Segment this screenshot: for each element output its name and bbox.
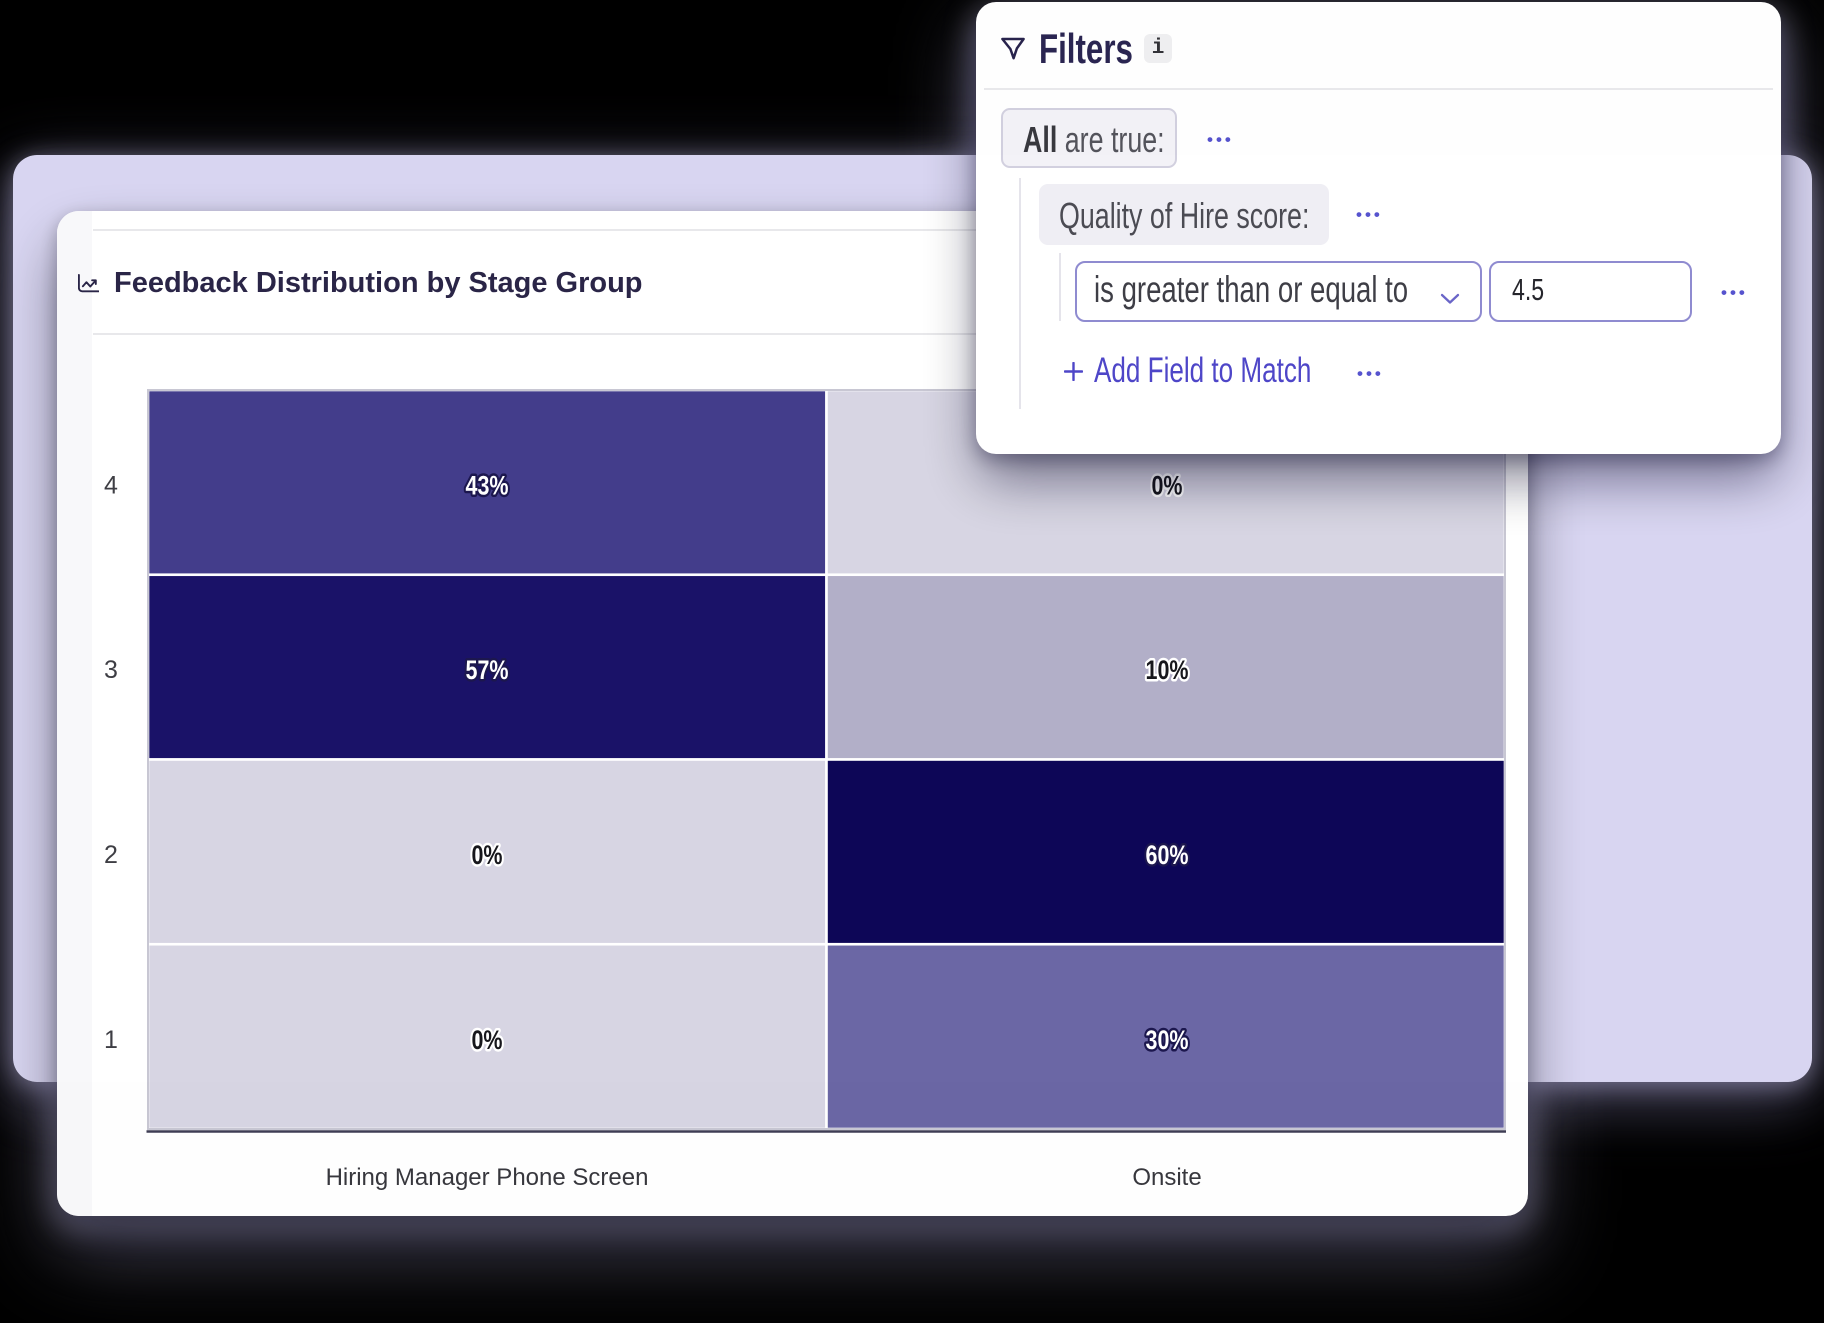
svg-text:10%: 10% — [1146, 655, 1189, 685]
svg-text:60%: 60% — [1146, 840, 1189, 870]
svg-text:4: 4 — [104, 472, 118, 500]
svg-text:3: 3 — [104, 656, 118, 684]
svg-text:43%: 43% — [466, 471, 509, 501]
svg-text:0%: 0% — [472, 840, 503, 870]
svg-text:Hiring Manager Phone Screen: Hiring Manager Phone Screen — [326, 1164, 649, 1191]
svg-text:1: 1 — [104, 1026, 118, 1054]
svg-text:30%: 30% — [1146, 1025, 1189, 1055]
svg-text:0%: 0% — [1152, 471, 1183, 501]
svg-text:0%: 0% — [472, 1025, 503, 1055]
svg-text:Onsite: Onsite — [1132, 1164, 1201, 1191]
svg-text:2: 2 — [104, 841, 118, 869]
svg-text:57%: 57% — [466, 655, 509, 685]
